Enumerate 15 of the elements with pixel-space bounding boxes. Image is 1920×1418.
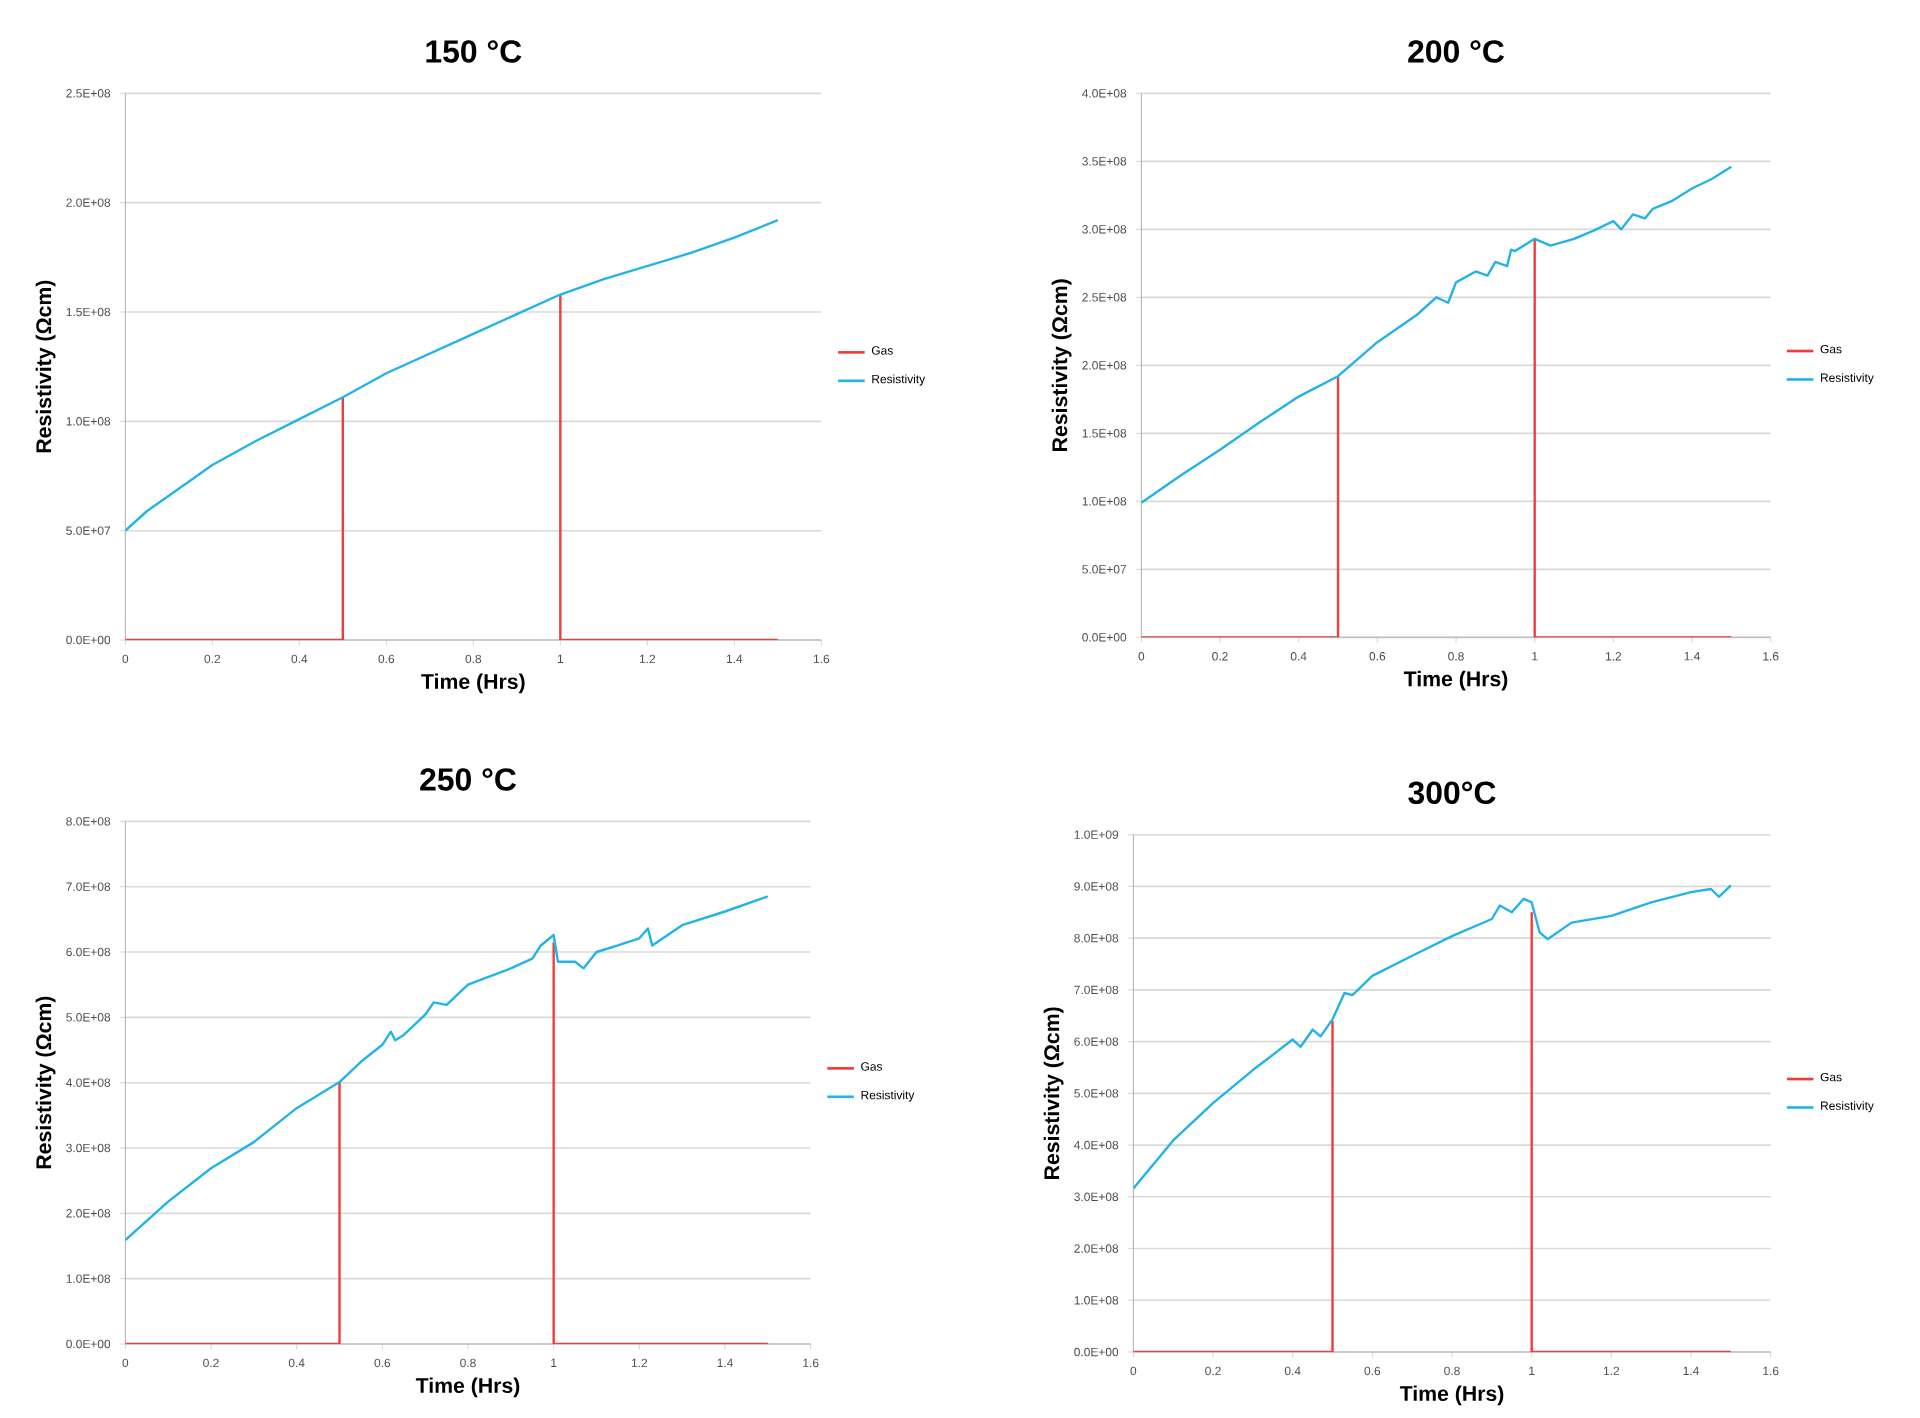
y-axis-title: Resistivity (Ωcm) [35,996,56,1169]
chart-title: 150 °C [426,40,522,63]
chart-title: 300°C [1408,781,1496,805]
chart-title: 200 °C [1408,40,1505,63]
x-axis-title: Time (Hrs) [421,673,525,694]
line-series [1141,165,1733,504]
y-axis-title: Resistivity (Ωcm) [35,280,56,453]
line-series [1133,884,1733,1190]
y-axis-title: Resistivity (Ωcm) [1051,279,1072,451]
x-axis-title: Time (Hrs) [415,1377,520,1398]
line-series [125,895,770,1242]
y-axis-title: Resistivity (Ωcm) [1043,1007,1064,1179]
x-axis-title: Time (Hrs) [1403,670,1508,691]
chart-title: 250 °C [420,768,517,791]
x-axis-title: Time (Hrs) [1399,1385,1504,1406]
